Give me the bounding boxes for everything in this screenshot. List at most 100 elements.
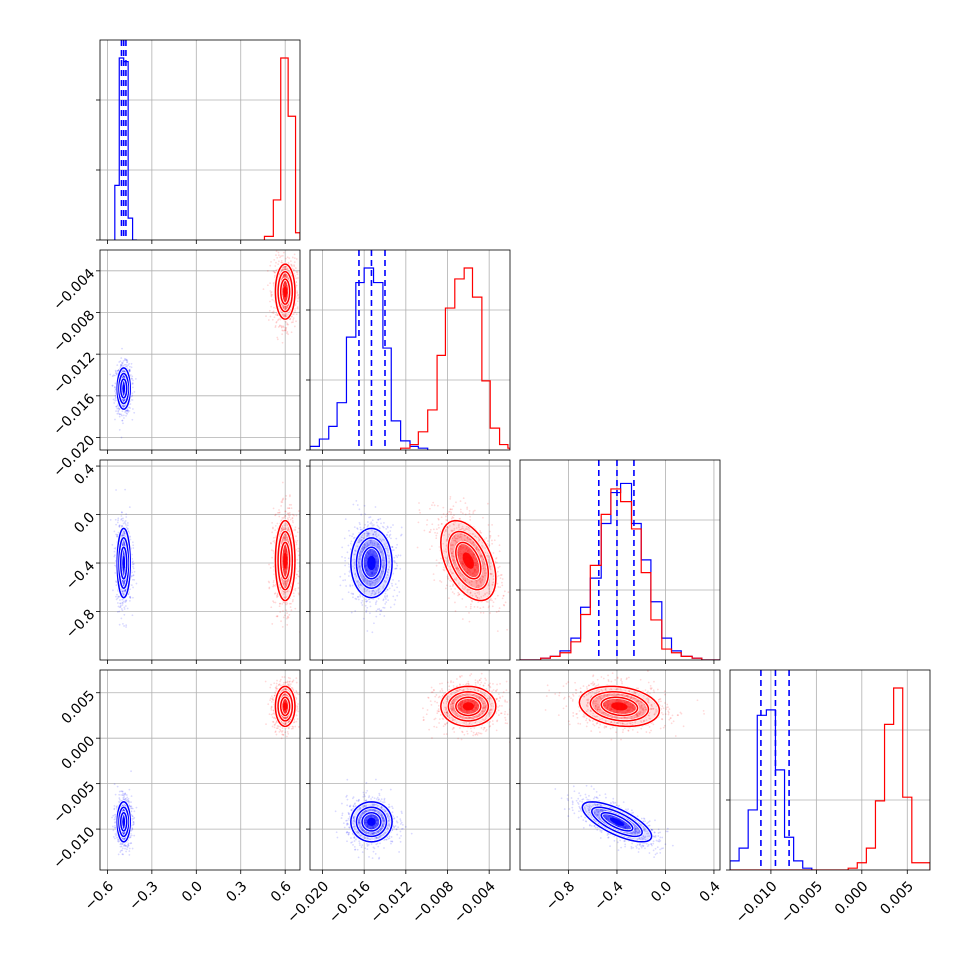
scatter-point	[365, 589, 368, 592]
scatter-point	[268, 309, 271, 312]
scatter-point	[123, 370, 125, 373]
scatter-point	[360, 551, 363, 553]
scatter-point	[477, 579, 480, 581]
scatter-point	[123, 382, 125, 385]
scatter-point	[288, 516, 291, 519]
scatter-point	[129, 597, 132, 599]
scatter-point	[386, 549, 389, 552]
scatter-point	[131, 386, 134, 389]
scatter-point	[130, 362, 133, 365]
scatter-point	[374, 579, 376, 582]
scatter-point	[285, 321, 287, 323]
scatter-point	[285, 550, 288, 553]
scatter-point	[122, 364, 125, 367]
scatter-point	[355, 499, 358, 502]
scatter-point	[286, 623, 289, 626]
scatter-point	[450, 530, 453, 532]
contour-line-series1-1-0-1	[277, 270, 294, 313]
scatter-point	[368, 549, 371, 552]
scatter-point	[392, 524, 394, 526]
scatter-point	[464, 565, 467, 568]
scatter-point	[474, 564, 477, 567]
scatter-point	[366, 630, 369, 632]
panel-frame-2-0	[99, 459, 301, 661]
scatter-point	[287, 616, 290, 619]
scatter-point	[118, 606, 121, 609]
scatter-point	[476, 565, 479, 567]
scatter-point	[297, 550, 300, 553]
scatter-point	[289, 606, 292, 608]
scatter-point	[121, 419, 124, 422]
scatter-point	[300, 296, 302, 298]
scatter-point	[380, 610, 382, 612]
scatter-point	[284, 274, 287, 276]
scatter-point	[445, 515, 447, 518]
scatter-point	[384, 602, 387, 605]
scatter-point	[120, 413, 123, 416]
scatter-point	[453, 514, 455, 517]
scatter-point	[130, 584, 133, 587]
contour-line-series1-2-0-1	[277, 530, 294, 591]
scatter-point	[395, 562, 398, 565]
scatter-point	[127, 364, 129, 367]
scatter-point	[118, 524, 121, 527]
scatter-point	[284, 265, 287, 268]
ytick-label-p2-1: −0.4	[63, 558, 98, 593]
scatter-point	[353, 558, 356, 561]
scatter-point	[284, 299, 287, 302]
scatter-point	[360, 601, 363, 604]
scatter-point	[364, 565, 367, 568]
scatter-point	[348, 534, 351, 537]
scatter-point	[293, 265, 296, 268]
scatter-point	[284, 314, 287, 317]
scatter-point	[471, 600, 474, 603]
scatter-point	[115, 489, 117, 491]
scatter-point	[123, 404, 126, 407]
scatter-point	[453, 592, 456, 595]
scatter-point	[366, 554, 368, 557]
scatter-point	[443, 534, 445, 537]
scatter-point	[392, 579, 394, 581]
scatter-point	[379, 609, 381, 612]
scatter-point	[364, 566, 367, 569]
scatter-point	[364, 560, 366, 562]
scatter-point	[129, 596, 132, 599]
scatter-point	[380, 551, 383, 554]
histogram-series1-p1	[400, 267, 510, 450]
scatter-point	[475, 595, 478, 598]
scatter-point	[381, 570, 384, 573]
scatter-point	[119, 602, 121, 605]
scatter-point	[382, 556, 385, 559]
scatter-point	[375, 600, 378, 603]
scatter-point	[126, 527, 129, 530]
contour-line-series0-2-0-1	[118, 537, 130, 590]
scatter-point	[285, 297, 288, 300]
scatter-point	[369, 601, 371, 603]
scatter-point	[285, 314, 287, 317]
scatter-point	[466, 567, 469, 570]
scatter-point	[396, 556, 399, 558]
scatter-point	[395, 554, 397, 557]
scatter-point	[386, 574, 389, 577]
scatter-point	[284, 282, 287, 284]
scatter-point	[399, 554, 402, 557]
scatter-point	[445, 550, 447, 552]
scatter-point	[283, 550, 286, 552]
scatter-point	[270, 294, 273, 297]
scatter-point	[284, 283, 287, 286]
scatter-point	[452, 539, 455, 542]
scatter-point	[358, 540, 361, 543]
scatter-point	[114, 369, 117, 372]
scatter-point	[455, 567, 458, 570]
scatter-point	[282, 247, 284, 249]
scatter-point	[364, 562, 366, 565]
scatter-point	[473, 569, 476, 571]
scatter-point	[284, 276, 286, 279]
scatter-point	[379, 538, 382, 541]
scatter-point	[132, 379, 134, 382]
scatter-point	[291, 600, 294, 603]
scatter-point	[356, 527, 359, 530]
scatter-point	[495, 557, 498, 559]
scatter-point	[396, 586, 399, 589]
scatter-point	[339, 584, 342, 587]
